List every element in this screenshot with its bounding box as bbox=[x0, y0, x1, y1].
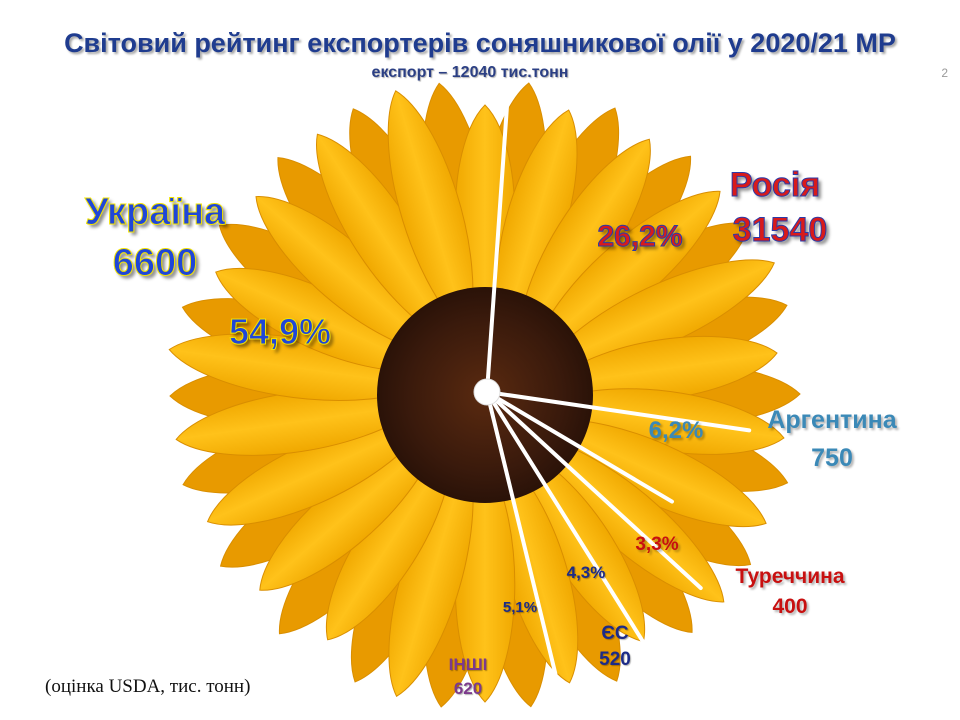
label-ukraine-value: 6600 bbox=[112, 242, 198, 285]
label-russia-pct: 26,2% bbox=[597, 220, 683, 254]
pie-divider bbox=[485, 390, 674, 504]
slide-number: 2 bbox=[941, 66, 948, 80]
pie-hub bbox=[473, 378, 501, 406]
pie-divider bbox=[485, 390, 752, 433]
label-turkey-value: 400 bbox=[772, 595, 808, 618]
label-turkey-name: Туреччина bbox=[735, 565, 845, 588]
pie-divider bbox=[485, 100, 510, 394]
label-russia-value: 31540 bbox=[732, 211, 828, 250]
label-eu-name: ЄС bbox=[601, 623, 629, 644]
source-note: (оцінка USDA, тис. тонн) bbox=[45, 676, 251, 697]
label-others-pct: 5,1% bbox=[502, 599, 538, 616]
label-argentina-pct: 6,2% bbox=[648, 417, 704, 444]
label-eu-value: 520 bbox=[599, 649, 631, 670]
petal bbox=[387, 90, 474, 339]
pie-divider bbox=[485, 390, 558, 676]
label-turkey-pct: 3,3% bbox=[635, 534, 679, 555]
label-others-name: ІНШІ bbox=[448, 655, 488, 674]
label-others-value: 620 bbox=[453, 679, 483, 698]
label-russia-name: Росія bbox=[729, 166, 821, 205]
label-ukraine-name: Україна bbox=[84, 191, 226, 234]
chart-subtitle: експорт – 12040 тис.тонн bbox=[371, 64, 569, 81]
label-ukraine-pct: 54,9% bbox=[228, 311, 332, 352]
chart-title: Світовий рейтинг експортерів соняшниково… bbox=[64, 28, 896, 58]
label-eu-pct: 4,3% bbox=[566, 563, 606, 582]
label-argentina-value: 750 bbox=[811, 444, 853, 472]
pie-divider bbox=[485, 390, 703, 590]
label-argentina-name: Аргентина bbox=[767, 406, 897, 434]
pie-divider bbox=[485, 390, 648, 649]
